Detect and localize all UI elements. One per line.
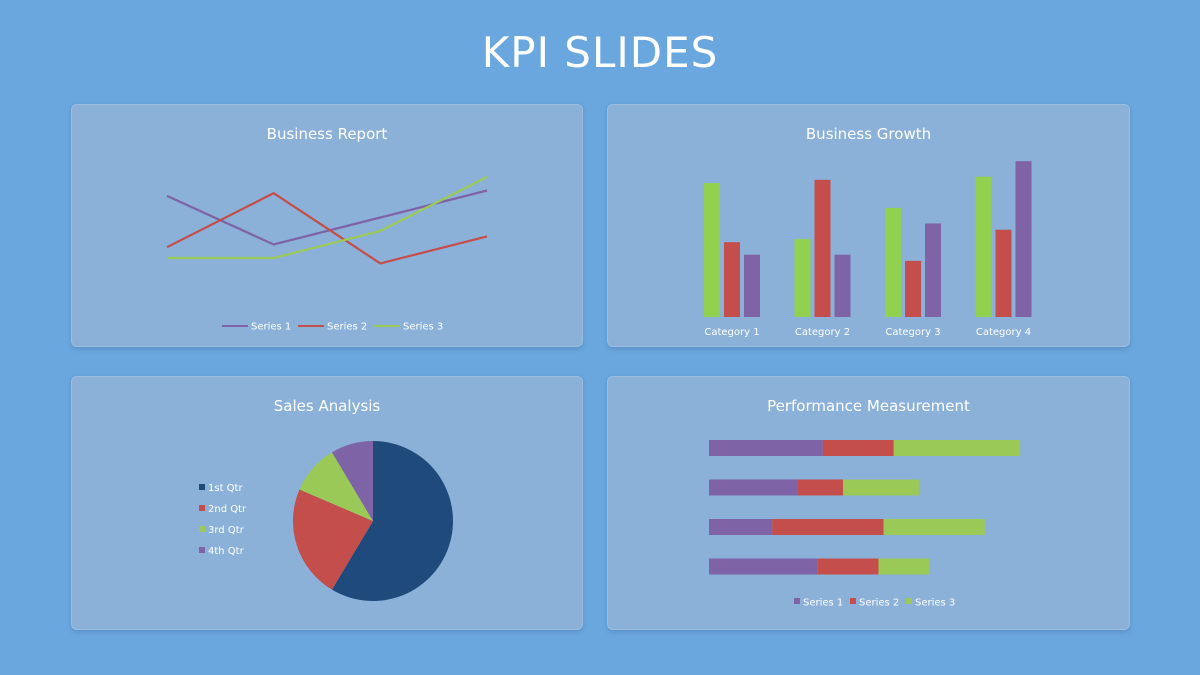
legend-label-series-3: Series 3 xyxy=(915,598,955,609)
sales-analysis-card: Sales Analysis 1st Qtr 2nd Qtr 3rd Qtr 4th … xyxy=(71,376,583,630)
legend-label-1: 1st Qtr xyxy=(208,483,243,494)
stack-bar-1-series-1 xyxy=(709,440,823,456)
legend-label-series-3: Series 3 xyxy=(403,322,443,333)
category-label-1: Category 1 xyxy=(704,327,759,338)
bar-3-series-3 xyxy=(925,223,941,317)
stack-bar-4-series-3 xyxy=(879,559,930,575)
stack-bar-2-series-1 xyxy=(709,480,798,496)
bar-2-series-2 xyxy=(815,180,831,317)
legend-label-3: 3rd Qtr xyxy=(208,525,245,536)
legend-swatch-series-1 xyxy=(794,598,800,604)
stack-bar-4-series-1 xyxy=(709,559,818,575)
legend-label-series-1: Series 1 xyxy=(251,322,291,333)
stack-bar-2-series-3 xyxy=(843,480,919,496)
stack-bar-2-series-2 xyxy=(798,480,844,496)
legend-swatch-series-2 xyxy=(850,598,856,604)
stack-bar-4-series-2 xyxy=(818,559,879,575)
category-label-4: Category 4 xyxy=(976,327,1031,338)
bar-3-series-1 xyxy=(885,208,901,317)
business-growth-chart: Category 1 Category 2 Category 3 Category 4 xyxy=(608,105,1129,346)
sales-analysis-chart: 1st Qtr 2nd Qtr 3rd Qtr 4th Qtr xyxy=(72,377,582,629)
bar-4-series-2 xyxy=(996,230,1012,317)
bar-2-series-1 xyxy=(795,239,811,317)
bar-4-series-1 xyxy=(976,177,992,317)
legend-label-series-2: Series 2 xyxy=(859,598,899,609)
bar-1-series-2 xyxy=(724,242,740,317)
bar-2-series-3 xyxy=(835,255,851,317)
legend-swatch-4 xyxy=(199,547,205,553)
legend-label-series-2: Series 2 xyxy=(327,322,367,333)
stack-bar-3-series-2 xyxy=(772,519,883,535)
legend-label-series-1: Series 1 xyxy=(803,598,843,609)
bar-1-series-3 xyxy=(744,255,760,317)
business-report-chart: Series 1 Series 2 Series 3 xyxy=(72,105,582,346)
bar-1-series-1 xyxy=(704,183,720,317)
legend-swatch-series-3 xyxy=(906,598,912,604)
bar-4-series-3 xyxy=(1016,161,1032,317)
legend-label-4: 4th Qtr xyxy=(208,546,245,557)
performance-measurement-card: Performance Measurement Series 1 Series 2… xyxy=(607,376,1130,630)
business-report-card: Business Report Series 1 Series 2 Series 3 xyxy=(71,104,583,347)
bar-3-series-2 xyxy=(905,261,921,317)
business-growth-card: Business Growth Category 1 Category 2 Cate… xyxy=(607,104,1130,347)
page-title: KPI SLIDES xyxy=(0,28,1200,77)
line-series-1 xyxy=(167,191,487,245)
stack-bar-3-series-3 xyxy=(884,519,985,535)
stack-bar-3-series-1 xyxy=(709,519,772,535)
legend-swatch-2 xyxy=(199,505,205,511)
category-label-2: Category 2 xyxy=(795,327,850,338)
stack-bar-1-series-2 xyxy=(823,440,894,456)
performance-measurement-chart: Series 1 Series 2 Series 3 xyxy=(608,377,1129,629)
category-label-3: Category 3 xyxy=(885,327,940,338)
legend-label-2: 2nd Qtr xyxy=(208,504,247,515)
stack-bar-1-series-3 xyxy=(894,440,1021,456)
legend-swatch-1 xyxy=(199,484,205,490)
legend-swatch-3 xyxy=(199,526,205,532)
